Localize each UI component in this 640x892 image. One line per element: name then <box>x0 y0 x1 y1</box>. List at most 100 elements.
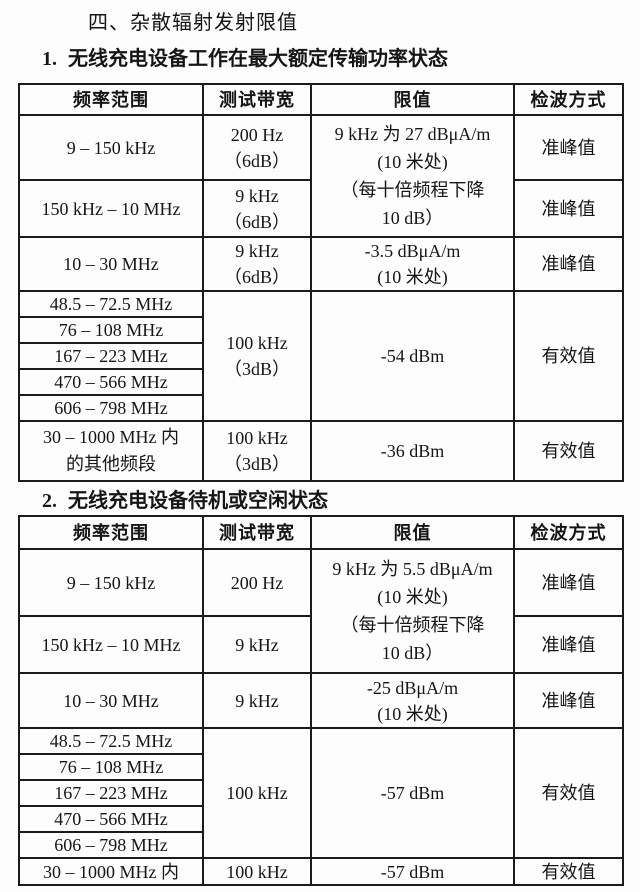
bandwidth-value: 100 kHz <box>226 428 288 448</box>
cell-frequency: 30 – 1000 MHz 内 <box>18 857 204 886</box>
table-row: 48.5 – 72.5 MHz 100 kHz （3dB） -54 dBm 有效… <box>18 290 624 422</box>
cell-bandwidth: 200 Hz <box>202 548 312 617</box>
section-title-2: 无线充电设备待机或空闲状态 <box>68 490 328 512</box>
table-row: 10 – 30 MHz 9 kHz （6dB） -3.5 dBμA/m (10 … <box>18 236 624 292</box>
cell-frequency: 10 – 30 MHz <box>18 236 204 292</box>
cell-limit-merged: 9 kHz 为 27 dBμA/m (10 米处) （每十倍频程下降 10 dB… <box>310 114 515 238</box>
bandwidth-note: （6dB） <box>223 267 290 287</box>
bandwidth-note: （6dB） <box>223 150 290 171</box>
cell-limit: -3.5 dBμA/m (10 米处) <box>310 236 515 292</box>
cell-detection-merged: 有效值 <box>513 290 624 422</box>
limit-line: (10 米处) <box>377 152 448 172</box>
cell-detection: 准峰值 <box>513 114 624 181</box>
column-header-frequency-range: 频率范围 <box>18 83 204 116</box>
table-row: 167 – 223 MHz <box>18 779 623 807</box>
cell-bandwidth: 100 kHz <box>202 857 312 886</box>
table-row: 470 – 566 MHz <box>18 805 623 833</box>
table-row: 9 – 150 kHz 200 Hz （6dB） 9 kHz 为 27 dBμA… <box>18 114 624 238</box>
bandwidth-note: （6dB） <box>223 211 290 232</box>
limit-line: 9 kHz 为 5.5 dBμA/m <box>332 559 493 579</box>
cell-detection: 准峰值 <box>513 548 624 617</box>
frequency-line: 的其他频段 <box>66 454 156 474</box>
cell-frequency: 10 – 30 MHz <box>18 672 204 729</box>
cell-frequency: 167 – 223 MHz <box>18 779 204 807</box>
cell-detection: 准峰值 <box>513 236 624 292</box>
limit-line: （每十倍频程下降 <box>340 615 485 635</box>
table-row: 470 – 566 MHz <box>18 368 623 396</box>
cell-detection: 准峰值 <box>513 179 624 238</box>
table-row: 9 – 150 kHz 200 Hz 9 kHz 为 5.5 dBμA/m (1… <box>18 548 624 674</box>
cell-detection: 有效值 <box>513 857 624 886</box>
bandwidth-value: 100 kHz <box>226 333 288 353</box>
table-row: 10 – 30 MHz 9 kHz -25 dBμA/m (10 米处) 准峰值 <box>18 672 624 729</box>
column-header-test-bandwidth: 测试带宽 <box>202 83 312 116</box>
limit-line: (10 米处) <box>377 703 448 724</box>
cell-frequency: 48.5 – 72.5 MHz <box>18 290 204 318</box>
limit-line: 10 dB） <box>381 643 444 663</box>
cell-limit-merged: 9 kHz 为 5.5 dBμA/m (10 米处) （每十倍频程下降 10 d… <box>310 548 515 674</box>
section-number-2: 2. <box>42 490 57 512</box>
cell-bandwidth: 9 kHz （6dB） <box>202 179 312 238</box>
table-row: 167 – 223 MHz <box>18 342 623 370</box>
limit-line: (10 米处) <box>377 267 448 287</box>
cell-frequency: 9 – 150 kHz <box>18 114 204 181</box>
cell-limit: -57 dBm <box>310 857 515 886</box>
cell-frequency: 167 – 223 MHz <box>18 342 204 370</box>
limit-line: （每十倍频程下降 <box>340 180 485 200</box>
cell-detection: 有效值 <box>513 420 624 482</box>
cell-bandwidth: 200 Hz （6dB） <box>202 114 312 181</box>
column-header-frequency-range: 频率范围 <box>18 515 204 550</box>
limit-line: (10 米处) <box>377 587 448 607</box>
table-row: 频率范围 测试带宽 限值 检波方式 <box>18 83 624 116</box>
section-title-1: 无线充电设备工作在最大额定传输功率状态 <box>68 48 448 70</box>
cell-detection: 准峰值 <box>513 615 624 674</box>
cell-limit: -36 dBm <box>310 420 515 482</box>
cell-detection-merged: 有效值 <box>513 727 624 859</box>
table-row: 频率范围 测试带宽 限值 检波方式 <box>18 515 624 550</box>
section-heading-1: 1. 无线充电设备工作在最大额定传输功率状态 <box>42 42 448 71</box>
cell-limit-merged: -54 dBm <box>310 290 515 422</box>
cell-frequency: 150 kHz – 10 MHz <box>18 179 204 238</box>
bandwidth-value: 9 kHz <box>235 241 279 261</box>
column-header-limit: 限值 <box>310 83 515 116</box>
cell-bandwidth: 100 kHz （3dB） <box>202 420 312 482</box>
cell-frequency: 470 – 566 MHz <box>18 368 204 396</box>
table-max-power-state: 频率范围 测试带宽 限值 检波方式 9 – 150 kHz 200 Hz （6d… <box>18 83 624 482</box>
cell-frequency: 76 – 108 MHz <box>18 316 204 344</box>
limit-line: -3.5 dBμA/m <box>364 241 461 261</box>
table-row: 76 – 108 MHz <box>18 316 623 344</box>
cell-frequency: 470 – 566 MHz <box>18 805 204 833</box>
column-header-detection-mode: 检波方式 <box>513 83 624 116</box>
column-header-test-bandwidth: 测试带宽 <box>202 515 312 550</box>
section-number-1: 1. <box>42 48 57 70</box>
cell-frequency: 48.5 – 72.5 MHz <box>18 727 204 755</box>
cell-frequency: 606 – 798 MHz <box>18 394 204 422</box>
cell-frequency: 150 kHz – 10 MHz <box>18 615 204 674</box>
table-row: 76 – 108 MHz <box>18 753 623 781</box>
limit-line: -25 dBμA/m <box>366 677 459 698</box>
column-header-detection-mode: 检波方式 <box>513 515 624 550</box>
bandwidth-note: （3dB） <box>223 359 290 379</box>
table-row: 150 kHz – 10 MHz 9 kHz 准峰值 <box>18 615 624 674</box>
cell-bandwidth: 9 kHz （6dB） <box>202 236 312 292</box>
table-standby-idle-state: 频率范围 测试带宽 限值 检波方式 9 – 150 kHz 200 Hz 9 k… <box>18 515 624 886</box>
cell-bandwidth: 9 kHz <box>202 672 312 729</box>
bandwidth-value: 9 kHz <box>235 185 279 206</box>
cell-limit-merged: -57 dBm <box>310 727 515 859</box>
cell-frequency: 9 – 150 kHz <box>18 548 204 617</box>
frequency-line: 30 – 1000 MHz 内 <box>43 427 179 447</box>
page-title: 四、杂散辐射发射限值 <box>88 12 298 34</box>
bandwidth-value: 200 Hz <box>230 124 284 145</box>
cell-frequency: 606 – 798 MHz <box>18 831 204 859</box>
cell-bandwidth-merged: 100 kHz <box>202 727 312 859</box>
table-row: 150 kHz – 10 MHz 9 kHz （6dB） 准峰值 <box>18 179 624 238</box>
table-row: 30 – 1000 MHz 内 100 kHz -57 dBm 有效值 <box>18 857 624 886</box>
limit-line: 9 kHz 为 27 dBμA/m <box>334 124 491 144</box>
table-row: 606 – 798 MHz <box>18 394 623 422</box>
cell-bandwidth: 9 kHz <box>202 615 312 674</box>
bandwidth-note: （3dB） <box>223 454 290 474</box>
cell-limit: -25 dBμA/m (10 米处) <box>310 672 515 729</box>
cell-bandwidth-merged: 100 kHz （3dB） <box>202 290 312 422</box>
table-row: 606 – 798 MHz <box>18 831 623 859</box>
